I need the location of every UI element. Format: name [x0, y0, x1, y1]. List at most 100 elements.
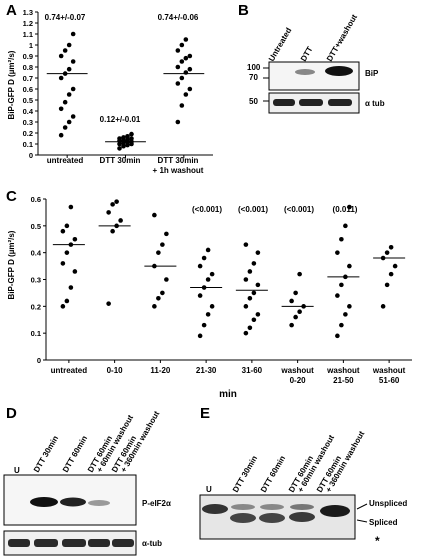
panel-a-xlabel-3a: DTT 30min [158, 156, 199, 165]
data-point [205, 247, 211, 253]
data-point [58, 53, 64, 59]
data-point [129, 131, 134, 137]
data-point [335, 333, 340, 339]
data-point [183, 70, 189, 75]
data-point [160, 290, 165, 296]
data-point [114, 199, 119, 204]
data-point [70, 86, 76, 92]
data-point [251, 317, 257, 323]
data-point [121, 143, 126, 149]
data-point [197, 263, 203, 269]
data-point [335, 293, 340, 298]
data-point [179, 103, 185, 108]
data-point [289, 298, 294, 304]
data-point [106, 301, 111, 306]
data-point [64, 223, 70, 229]
panel-e-lane-dtt60: DTT 60min [259, 454, 287, 494]
panel-d-lane-u: U [14, 466, 20, 475]
data-point [72, 269, 78, 274]
y-tick-label: 0 [29, 151, 33, 160]
data-point [255, 250, 261, 255]
data-point [106, 210, 111, 215]
data-point [117, 141, 122, 147]
data-point [156, 295, 161, 301]
panel-b-bip-box [268, 61, 360, 91]
data-point [392, 263, 398, 269]
y-tick-label: 0.2 [23, 129, 33, 138]
data-point [175, 81, 181, 86]
panel-c-xlabel: min [219, 389, 237, 400]
panel-b-mw-100: 100 [247, 63, 261, 72]
x-tick-label: washout [326, 366, 360, 375]
y-tick-label: 0.9 [23, 52, 33, 61]
data-point [125, 134, 130, 139]
data-point [293, 314, 298, 320]
data-point [197, 293, 203, 298]
data-point [251, 261, 257, 266]
data-point [339, 236, 344, 242]
panel-a-xlabel-3b: + 1h washout [153, 166, 204, 175]
panel-e-lane-u: U [206, 485, 212, 494]
y-tick-label: 0 [37, 356, 41, 365]
data-point [58, 132, 64, 138]
panel-c-axis: 0 0.1 0.2 0.3 0.4 0.5 0.6 [31, 195, 412, 365]
data-point [68, 285, 74, 290]
panel-a-xlabel-2: DTT 30min [100, 156, 141, 165]
panel-b-tub-band-1 [273, 99, 295, 106]
data-point [187, 53, 193, 59]
data-point [380, 304, 386, 309]
panel-d-tub-band-2 [34, 539, 58, 547]
panel-d-tub-band-3 [62, 539, 86, 547]
data-point [247, 269, 253, 274]
panel-a-axis: 0 0.1 0.2 0.3 0.4 0.5 0.6 0.7 0.8 0.9 1 1.1 1.2 1.3 [23, 8, 213, 160]
x-tick-label: washout [280, 366, 314, 375]
panel-c-pvalue-4: (0.011) [333, 205, 358, 214]
panel-a-annotation-2: 0.12+/-0.01 [100, 115, 141, 124]
y-tick-label: 0.1 [31, 329, 41, 338]
panel-b-lane-untreated: Untreated [267, 26, 294, 63]
data-point [160, 242, 165, 247]
panel-e-band-w360-unspliced [320, 505, 350, 517]
data-point [66, 92, 72, 97]
data-point [197, 333, 203, 339]
data-point [66, 66, 72, 72]
panel-d-band-dtt60 [60, 497, 86, 507]
data-point [347, 263, 352, 269]
data-point [118, 218, 123, 223]
data-point [251, 290, 257, 296]
data-point [347, 304, 352, 309]
panel-d-tub-band-5 [112, 539, 134, 547]
data-point [70, 31, 76, 37]
panel-e-band-dtt30-spliced [230, 513, 256, 523]
data-point [388, 271, 394, 277]
panel-b-tub-band-3 [328, 99, 352, 106]
panel-a-letter: A [6, 2, 17, 19]
data-point [183, 37, 189, 42]
panel-e-star-label: * [375, 534, 380, 548]
data-point [339, 282, 344, 288]
data-point [125, 142, 130, 148]
data-point [62, 125, 68, 130]
data-point [293, 290, 298, 296]
y-tick-label: 0.6 [31, 195, 41, 204]
data-point [121, 135, 126, 140]
x-tick-label: 31-60 [242, 366, 263, 375]
data-point [183, 92, 189, 97]
panel-b-mw-50: 50 [249, 97, 258, 106]
y-tick-label: 0.7 [23, 74, 33, 83]
data-point [205, 277, 211, 282]
panel-e-band-w60-spliced [289, 512, 315, 522]
panel-b-lane-dtt: DTT [299, 45, 315, 63]
panel-e-band-dtt60-spliced [259, 513, 285, 523]
data-point [66, 42, 72, 48]
y-tick-label: 0.1 [23, 140, 33, 149]
x-tick-label: 51-60 [379, 376, 400, 385]
panel-b-bip-band-washout [325, 66, 353, 76]
panel-b-mw-70: 70 [249, 73, 258, 82]
data-point [339, 322, 344, 328]
panel-e-letter: E [200, 405, 211, 422]
data-point [164, 277, 169, 282]
data-point [152, 304, 157, 309]
data-point [156, 250, 161, 255]
panel-e-band-dtt60-unspliced [260, 504, 284, 510]
